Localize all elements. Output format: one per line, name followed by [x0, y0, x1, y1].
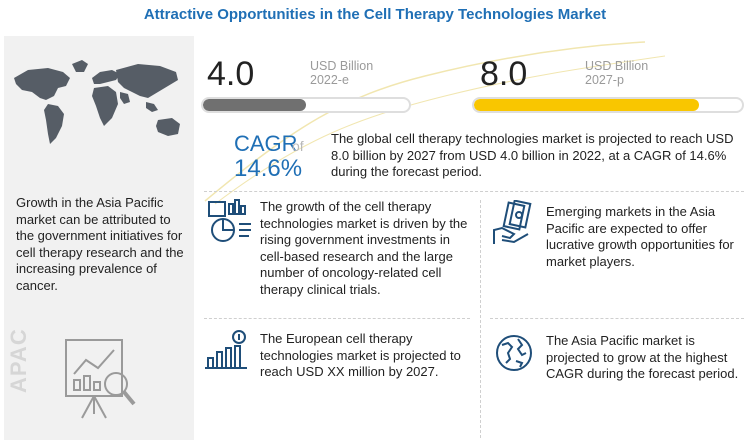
point-emerging-markets: Emerging markets in the Asia Pacific are…: [546, 204, 734, 269]
metric-2027-bar: [472, 97, 744, 113]
world-map-icon: [14, 60, 180, 144]
globe-icon: [496, 335, 532, 371]
metric-2022-bar: [201, 97, 411, 113]
decorative-swirl: [204, 41, 666, 205]
metric-2022-value: 4.0: [207, 55, 255, 93]
metric-2027-unit: USD Billion 2027-p: [585, 59, 648, 87]
point-growth-drivers: The growth of the cell therapy technolog…: [260, 199, 468, 297]
page-title: Attractive Opportunities in the Cell The…: [143, 6, 607, 23]
region-label: APAC: [6, 328, 31, 394]
metric-2027-value: 8.0: [480, 55, 528, 93]
metric-2022-year: 2022-e: [310, 73, 349, 87]
money-hand-icon: [493, 200, 532, 244]
metric-2022-bar-fill: [203, 99, 306, 111]
sidebar-panel: Growth in the Asia Pacific market can be…: [4, 36, 194, 440]
cagr-of: of: [292, 138, 304, 154]
growth-chart-icon: [205, 330, 247, 369]
metric-2022-unit: USD Billion 2022-e: [310, 59, 373, 87]
sidebar-description: Growth in the Asia Pacific market can be…: [16, 195, 184, 293]
point-apac-growth: The Asia Pacific market is projected to …: [546, 333, 739, 381]
market-summary: The global cell therapy technologies mar…: [331, 131, 734, 179]
divider-top: [204, 191, 744, 192]
cagr-label: CAGR: [234, 131, 298, 156]
metric-2027-bar-fill: [474, 99, 700, 111]
point-europe-market: The European cell therapy technologies m…: [260, 331, 461, 379]
divider-left-mid: [204, 318, 470, 319]
metric-2027-year: 2027-p: [585, 73, 624, 87]
analytics-magnifier-icon: [65, 339, 136, 419]
cagr-value: 14.6%: [234, 155, 303, 182]
divider-middle: [480, 200, 481, 438]
research-analysis-icon: [208, 199, 251, 242]
metric-2027-unit-label: USD Billion: [585, 59, 649, 73]
divider-right-mid: [490, 318, 744, 319]
metric-2022-unit-label: USD Billion: [310, 59, 374, 73]
